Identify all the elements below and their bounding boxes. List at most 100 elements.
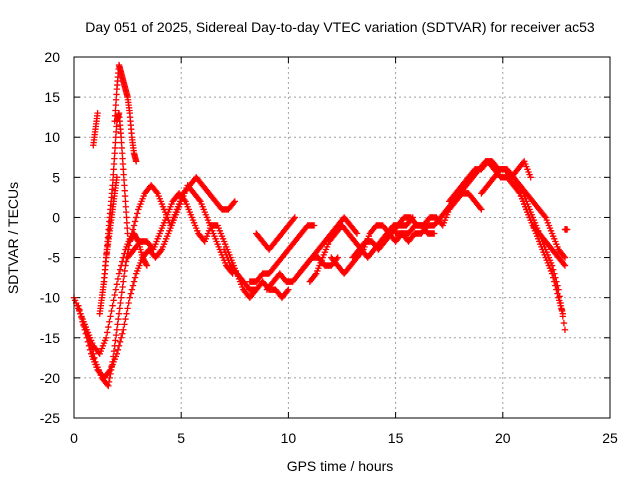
data-point-marker [561, 254, 569, 261]
data-point-marker [112, 139, 119, 146]
x-tick-label: 5 [177, 430, 185, 446]
data-point-marker [478, 206, 485, 213]
data-point-marker [231, 198, 238, 205]
data-point-marker [120, 326, 127, 333]
data-point-marker [196, 196, 203, 204]
series-arc-03 [79, 230, 151, 390]
data-point-marker [112, 134, 120, 141]
data-point-marker [120, 278, 127, 285]
series-arc-21 [510, 174, 567, 317]
data-point-marker [122, 203, 130, 210]
data-point-marker [78, 314, 85, 321]
data-point-marker [132, 158, 140, 165]
data-point-marker [551, 278, 558, 285]
data-point-marker [142, 261, 150, 268]
data-point-marker [108, 362, 116, 370]
data-point-marker [110, 166, 117, 173]
data-point-marker [122, 198, 129, 205]
data-point-marker [130, 222, 138, 229]
data-point-marker [124, 224, 131, 232]
data-point-marker [115, 315, 122, 323]
data-point-marker [110, 347, 118, 355]
data-point-marker [122, 208, 130, 216]
data-point-marker [124, 230, 131, 237]
data-point-marker [552, 282, 559, 289]
data-point-marker [122, 315, 129, 323]
data-point-marker [131, 218, 139, 225]
data-point-marker [109, 358, 116, 366]
data-point-marker [125, 242, 133, 249]
data-point-marker [121, 192, 129, 200]
data-point-marker [131, 274, 139, 281]
data-point-marker [105, 378, 113, 386]
data-point-marker [115, 270, 123, 277]
data-point-marker [112, 107, 119, 114]
data-point-marker [112, 101, 120, 109]
data-point-marker [157, 247, 165, 255]
data-point-marker [113, 123, 120, 130]
data-point-marker [114, 346, 122, 354]
data-point-marker [143, 262, 151, 269]
series-arc-19 [478, 166, 569, 261]
x-axis-label: GPS time / hours [287, 458, 394, 474]
data-point-marker [284, 287, 291, 295]
data-point-marker [105, 382, 112, 390]
data-point-marker [117, 334, 125, 341]
data-point-marker [118, 144, 126, 152]
plot-area-frame [73, 56, 611, 419]
data-point-marker [120, 171, 127, 178]
data-point-marker [129, 282, 137, 289]
data-point-marker [561, 326, 569, 333]
data-point-marker [112, 286, 120, 293]
data-point-marker [113, 281, 121, 288]
data-point-marker [115, 310, 123, 317]
data-point-marker [116, 338, 124, 345]
data-point-marker [127, 290, 135, 297]
data-point-marker [114, 321, 121, 328]
data-point-marker [125, 299, 132, 307]
data-point-marker [285, 286, 292, 293]
data-point-marker [559, 310, 567, 317]
data-point-marker [153, 188, 160, 196]
data-point-marker [110, 353, 117, 360]
data-point-marker [111, 155, 118, 162]
data-point-marker [290, 215, 297, 222]
data-point-marker [89, 346, 96, 354]
y-tick-label: 5 [52, 169, 60, 185]
data-point-marker [107, 370, 114, 378]
y-tick-label: 15 [44, 89, 60, 105]
data-point-marker [113, 91, 120, 98]
data-point-marker [107, 366, 115, 374]
grid-layer [74, 57, 610, 418]
data-point-marker [113, 174, 121, 181]
series-arc-04 [111, 61, 140, 165]
data-point-marker [121, 321, 128, 328]
data-point-marker [113, 326, 121, 333]
x-tick-label: 25 [602, 430, 618, 446]
data-point-marker [120, 166, 127, 173]
y-tick-label: 20 [44, 49, 60, 65]
chart-title: Day 051 of 2025, Sidereal Day-to-day VTE… [85, 19, 595, 35]
x-tick-label: 0 [70, 430, 78, 446]
data-point-marker [134, 210, 141, 217]
series-arc-07 [96, 174, 121, 317]
data-point-marker [561, 262, 569, 269]
data-point-marker [86, 338, 94, 345]
data-point-marker [117, 134, 125, 141]
data-point-marker [560, 253, 568, 260]
data-point-marker [310, 222, 318, 229]
y-tick-label: -10 [40, 290, 60, 306]
data-point-marker [75, 302, 82, 309]
data-point-marker [118, 289, 126, 296]
data-point-marker [549, 274, 557, 281]
series-arc-16 [349, 190, 485, 261]
data-point-marker [291, 214, 299, 221]
data-point-marker [122, 262, 129, 269]
data-point-marker [124, 305, 131, 312]
y-tick-label: -5 [48, 250, 61, 266]
data-point-marker [112, 96, 120, 103]
data-point-marker [548, 270, 556, 277]
data-point-marker [117, 294, 125, 301]
data-point-marker [106, 318, 113, 325]
